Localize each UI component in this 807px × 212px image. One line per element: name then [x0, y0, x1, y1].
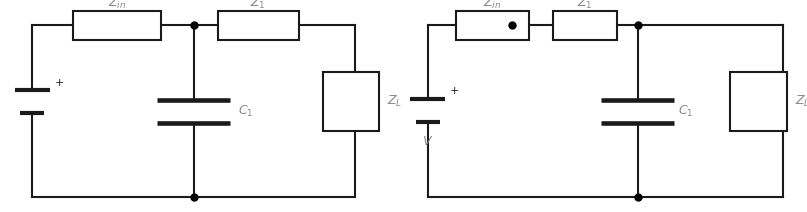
Bar: [323, 72, 379, 131]
Text: $Z_1$: $Z_1$: [577, 0, 593, 11]
Text: $Z_{in}$: $Z_{in}$: [483, 0, 501, 11]
Bar: [456, 11, 529, 40]
Text: $+$: $+$: [54, 77, 65, 88]
Text: $Z_L$: $Z_L$: [387, 94, 403, 109]
Bar: [218, 11, 299, 40]
Text: $Z_{in}$: $Z_{in}$: [108, 0, 126, 11]
Bar: [73, 11, 161, 40]
Bar: [730, 72, 787, 131]
Text: $V$: $V$: [422, 135, 433, 148]
Text: $Z_1$: $Z_1$: [250, 0, 266, 11]
Text: $+$: $+$: [449, 85, 460, 96]
Bar: [553, 11, 617, 40]
Text: $C_1$: $C_1$: [238, 104, 253, 119]
Text: $C_1$: $C_1$: [678, 104, 693, 119]
Text: $Z_L$: $Z_L$: [795, 94, 807, 109]
